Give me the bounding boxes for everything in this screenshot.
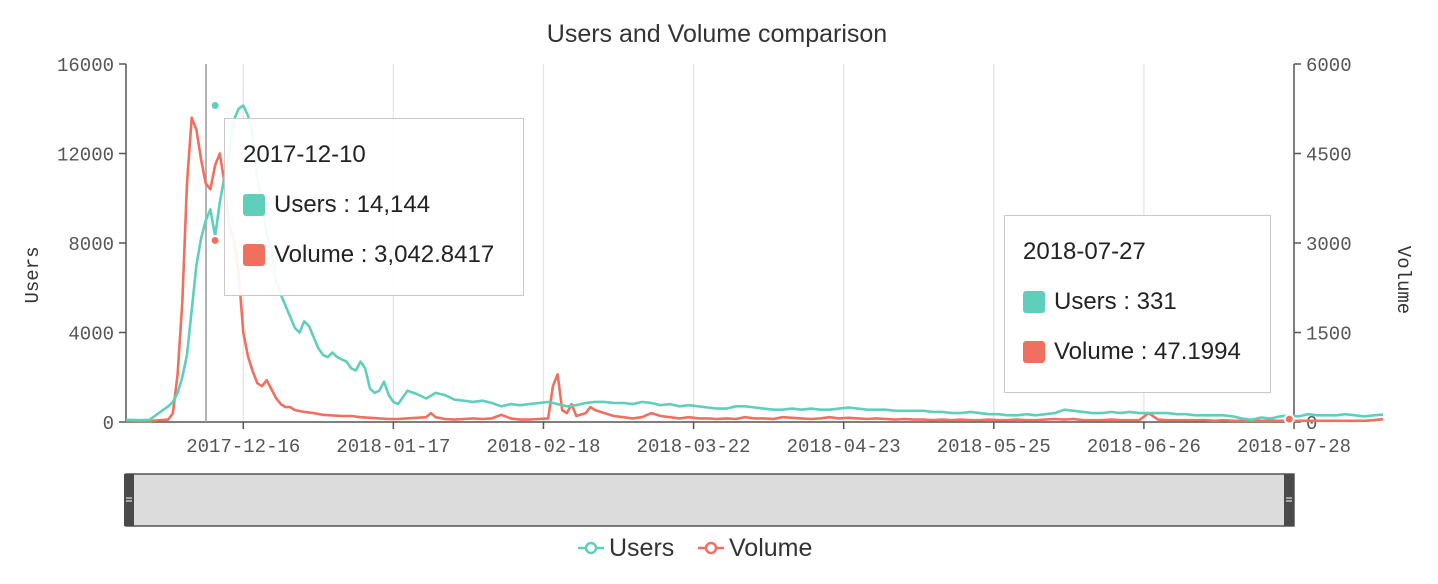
volume-marker-2018-07-27 — [1283, 413, 1295, 425]
volume-swatch-icon — [243, 244, 265, 266]
tooltip-2018-07-27: 2018-07-27 Users : 331 Volume : 47.1994 — [1004, 215, 1271, 393]
x-tick-label: 2017-12-16 — [186, 436, 300, 458]
right-tick-label: 0 — [1306, 413, 1317, 435]
tooltip-date: 2017-12-10 — [243, 141, 366, 168]
right-tick-label: 3000 — [1306, 234, 1352, 256]
right-tick-label: 6000 — [1306, 55, 1352, 77]
users-swatch-icon — [243, 194, 265, 216]
tooltip-volume-value: Volume : 3,042.8417 — [274, 241, 495, 268]
left-tick-label: 4000 — [68, 324, 114, 346]
tooltip-users-value: Users : 331 — [1054, 288, 1177, 315]
left-axis-title: Users — [22, 246, 44, 303]
x-tick-label: 2018-07-28 — [1237, 436, 1351, 458]
chart-title: Users and Volume comparison — [547, 20, 887, 48]
tooltip-users-value: Users : 14,144 — [274, 191, 431, 218]
tooltip-volume-value: Volume : 47.1994 — [1054, 338, 1241, 365]
left-tick-label: 12000 — [57, 145, 114, 167]
left-tick-label: 0 — [103, 413, 114, 435]
users-swatch-icon — [1023, 291, 1045, 313]
left-tick-label: 8000 — [68, 234, 114, 256]
users-marker-2017-12-10 — [209, 100, 221, 112]
volume-marker-2017-12-10 — [209, 234, 221, 246]
volume-swatch-icon — [1023, 341, 1045, 363]
left-y-ticks: 16000 12000 8000 4000 0 — [57, 55, 126, 435]
legend-item-volume[interactable]: Volume — [698, 534, 812, 562]
x-ticks: 2017-12-16 2018-01-17 2018-02-18 2018-03-22… — [186, 422, 1351, 458]
right-tick-label: 1500 — [1306, 324, 1352, 346]
right-tick-label: 4500 — [1306, 145, 1352, 167]
x-tick-label: 2018-05-25 — [937, 436, 1051, 458]
right-axis-title: Volume — [1392, 246, 1414, 314]
left-tick-label: 16000 — [57, 55, 114, 77]
x-tick-label: 2018-04-23 — [787, 436, 901, 458]
right-y-ticks: 6000 4500 3000 1500 0 — [1294, 55, 1352, 435]
volume-legend-marker-icon — [704, 541, 718, 555]
tooltip-date: 2018-07-27 — [1023, 238, 1146, 265]
x-tick-label: 2018-06-26 — [1087, 436, 1201, 458]
x-tick-label: 2018-03-22 — [637, 436, 751, 458]
data-zoom-slider[interactable] — [125, 473, 1295, 527]
users-legend-marker-icon — [584, 541, 598, 555]
tooltip-2017-12-10: 2017-12-10 Users : 14,144 Volume : 3,042… — [224, 118, 524, 296]
tooltip-volume-row: Volume : 47.1994 — [1023, 338, 1252, 366]
legend-label-volume: Volume — [729, 534, 812, 562]
x-tick-label: 2018-02-18 — [486, 436, 600, 458]
x-tick-label: 2018-01-17 — [336, 436, 450, 458]
tooltip-users-row: Users : 331 — [1023, 288, 1252, 316]
tooltip-users-row: Users : 14,144 — [243, 191, 505, 219]
legend-label-users: Users — [609, 534, 674, 562]
zoom-handle-right[interactable] — [1284, 474, 1294, 526]
tooltip-volume-row: Volume : 3,042.8417 — [243, 241, 505, 269]
zoom-handle-left[interactable] — [124, 474, 134, 526]
legend-item-users[interactable]: Users — [578, 534, 674, 562]
